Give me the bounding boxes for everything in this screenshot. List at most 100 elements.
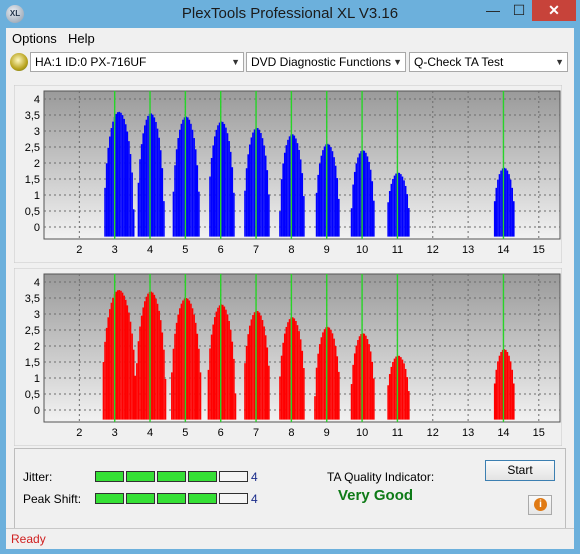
chart-bar (268, 365, 270, 420)
chart-bar (142, 133, 145, 237)
chart-bar (299, 339, 302, 420)
chart-bar (151, 114, 154, 237)
meter-segment (126, 471, 155, 482)
chart-bar (185, 298, 187, 420)
chart-bar (353, 171, 356, 237)
chart-bar (373, 378, 375, 420)
chart-bar (403, 180, 405, 237)
chart-bar (171, 372, 173, 420)
chart-bar (104, 187, 106, 237)
y-tick-label: 1,5 (25, 357, 40, 369)
chart-bar (295, 138, 297, 237)
chart-bar (357, 340, 359, 420)
chart-bar (264, 155, 267, 237)
chart-top-svg: 0 0,5 1 1,5 2 2,5 3 3,5 4 2 3 4 5 6 7 8 9 10 11 12 13 14 15 (13, 84, 563, 264)
chart-bar (198, 348, 200, 420)
chart-bar (390, 366, 393, 420)
chart-bar (360, 334, 362, 420)
chart-bar (501, 349, 504, 420)
chart-bar (282, 163, 284, 237)
chart-bar (371, 181, 374, 237)
info-button[interactable]: i (528, 495, 552, 515)
chart-bar (338, 371, 340, 420)
chart-bar (288, 319, 291, 420)
chart-bar (500, 170, 502, 237)
chart-bar (196, 333, 199, 420)
menu-help[interactable]: Help (68, 31, 95, 46)
chart-bar (301, 350, 304, 420)
chart-bar (406, 377, 409, 420)
chart-bar (253, 129, 256, 237)
meter-segment (157, 471, 186, 482)
chart-bar (110, 302, 113, 420)
drive-select[interactable]: HA:1 ID:0 PX-716UF ▼ (30, 52, 244, 72)
chart-bar (144, 125, 146, 237)
test-select-value: Q-Check TA Test (414, 55, 504, 69)
chart-bar (509, 179, 512, 237)
chart-bar (163, 349, 165, 420)
chart-bar (508, 355, 510, 420)
chart-bar (221, 121, 224, 237)
chart-bar (218, 305, 221, 420)
chart-bar (500, 352, 502, 420)
chart-bottom: 0 0,5 1 1,5 2 2,5 3 3,5 4 2 3 4 5 6 7 8 9 10 11 12 13 14 15 (13, 267, 563, 447)
chart-bar (404, 185, 407, 237)
x-tick-label: 9 (324, 427, 330, 439)
chart-bar (140, 315, 143, 420)
y-tick-label: 0 (34, 222, 40, 234)
start-button[interactable]: Start (485, 460, 555, 481)
chart-bar (124, 124, 127, 237)
chart-bar (511, 187, 514, 237)
results-panel: Jitter: 4 Peak Shift: 4 TA Quality Indic… (14, 448, 566, 536)
chart-bar (291, 317, 294, 420)
function-select[interactable]: DVD Diagnostic Functions ▼ (246, 52, 406, 72)
chart-bar (493, 383, 496, 420)
chart-bar (280, 179, 283, 237)
x-tick-label: 2 (76, 244, 82, 256)
chart-bar (150, 291, 152, 420)
chart-bar (231, 341, 234, 420)
chart-bar (368, 161, 370, 237)
chart-bar (244, 190, 246, 237)
menu-options[interactable]: Options (12, 31, 57, 46)
chart-bar (175, 149, 178, 237)
y-tick-label: 1 (34, 190, 40, 202)
chart-bar (495, 369, 498, 420)
chart-bar (112, 297, 114, 420)
maximize-button[interactable]: ☐ (512, 2, 526, 18)
status-text: Ready (11, 532, 46, 546)
chart-bar (221, 304, 224, 420)
x-tick-label: 11 (392, 244, 403, 256)
chart-bar (256, 311, 259, 420)
chart-bar (323, 329, 326, 420)
chart-bar (323, 146, 326, 237)
test-select[interactable]: Q-Check TA Test ▼ (409, 52, 568, 72)
chart-bar (223, 123, 226, 237)
chart-bar (497, 179, 499, 237)
chart-bar (366, 339, 369, 420)
chart-bar (512, 201, 515, 237)
y-tick-label: 0,5 (25, 389, 40, 401)
meter-segment (126, 493, 155, 504)
chart-bar (295, 321, 297, 420)
chart-bar (373, 200, 375, 237)
chart-bar (158, 137, 160, 237)
chart-bar (217, 125, 219, 237)
chart-bar (115, 291, 117, 420)
chart-bar (268, 194, 270, 237)
meter-segment (219, 493, 248, 504)
peak-shift-value: 4 (251, 492, 258, 506)
x-tick-label: 12 (427, 244, 439, 256)
app-logo-icon: XL (6, 5, 24, 23)
chart-bar (264, 335, 267, 420)
chart-bar (234, 393, 237, 420)
title-bar[interactable]: XL PlexTools Professional XL V3.16 — ☐ ✕ (0, 0, 580, 28)
chart-bar (363, 150, 366, 237)
chart-bar (256, 128, 259, 237)
jitter-value: 4 (251, 470, 258, 484)
chart-bar (156, 128, 159, 237)
chart-bar (217, 307, 219, 420)
minimize-button[interactable]: — (486, 2, 500, 18)
close-button[interactable]: ✕ (532, 0, 576, 21)
chart-bar (350, 208, 353, 237)
